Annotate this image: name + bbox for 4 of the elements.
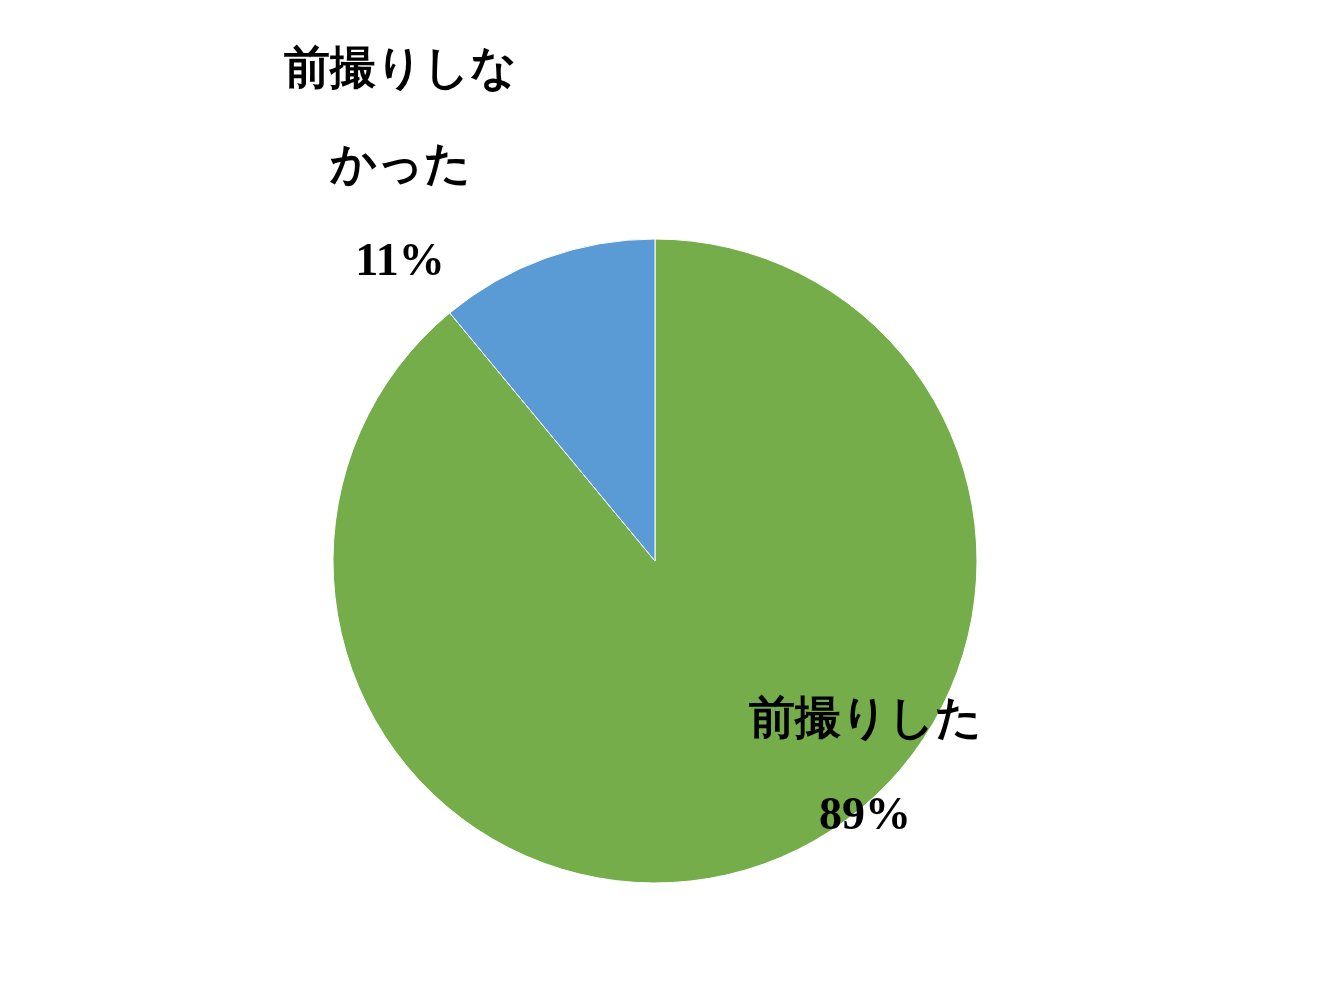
data-label: 11% bbox=[355, 233, 445, 285]
slice-label: 前撮りしなかった bbox=[283, 41, 517, 189]
slice-label: 前撮りした bbox=[748, 691, 982, 743]
pie-slice bbox=[332, 238, 978, 884]
